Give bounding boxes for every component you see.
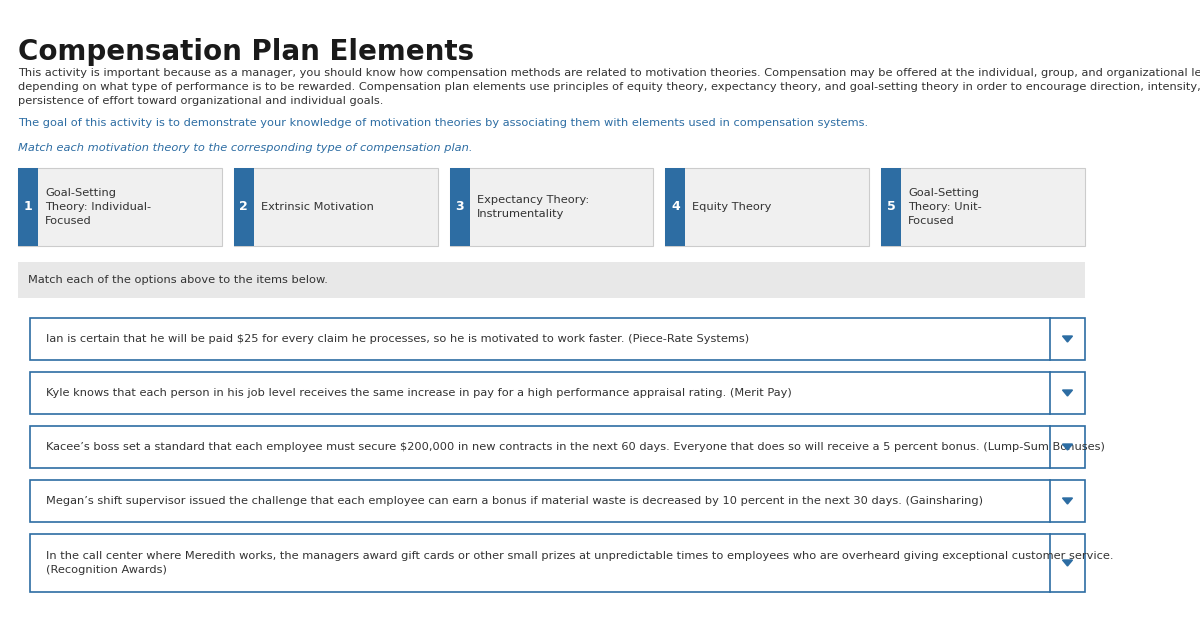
Text: Ian is certain that he will be paid $25 for every claim he processes, so he is m: Ian is certain that he will be paid $25 …: [46, 334, 749, 344]
Text: Kyle knows that each person in his job level receives the same increase in pay f: Kyle knows that each person in his job l…: [46, 388, 792, 398]
FancyBboxPatch shape: [18, 168, 38, 246]
Polygon shape: [1062, 560, 1073, 566]
Polygon shape: [1062, 336, 1073, 342]
FancyBboxPatch shape: [881, 168, 1085, 246]
Text: persistence of effort toward organizational and individual goals.: persistence of effort toward organizatio…: [18, 96, 383, 106]
Text: In the call center where Meredith works, the managers award gift cards or other : In the call center where Meredith works,…: [46, 551, 1114, 574]
Text: 2: 2: [240, 201, 248, 213]
Text: Kacee’s boss set a standard that each employee must secure $200,000 in new contr: Kacee’s boss set a standard that each em…: [46, 442, 1105, 452]
Text: Match each motivation theory to the corresponding type of compensation plan.: Match each motivation theory to the corr…: [18, 143, 473, 153]
Text: Equity Theory: Equity Theory: [692, 202, 772, 212]
Text: This activity is important because as a manager, you should know how compensatio: This activity is important because as a …: [18, 68, 1200, 78]
Text: Goal-Setting
Theory: Unit-
Focused: Goal-Setting Theory: Unit- Focused: [908, 189, 982, 226]
Text: Megan’s shift supervisor issued the challenge that each employee can earn a bonu: Megan’s shift supervisor issued the chal…: [46, 496, 983, 506]
FancyBboxPatch shape: [30, 426, 1085, 468]
Text: Goal-Setting
Theory: Individual-
Focused: Goal-Setting Theory: Individual- Focused: [46, 189, 151, 226]
Text: Extrinsic Motivation: Extrinsic Motivation: [260, 202, 373, 212]
Text: 4: 4: [671, 201, 679, 213]
FancyBboxPatch shape: [30, 534, 1085, 592]
Text: Compensation Plan Elements: Compensation Plan Elements: [18, 38, 474, 66]
FancyBboxPatch shape: [450, 168, 469, 246]
FancyBboxPatch shape: [18, 168, 222, 246]
Text: 3: 3: [455, 201, 464, 213]
Text: 5: 5: [887, 201, 895, 213]
Text: Expectancy Theory:
Instrumentality: Expectancy Theory: Instrumentality: [476, 195, 589, 219]
Text: Match each of the options above to the items below.: Match each of the options above to the i…: [28, 275, 328, 285]
FancyBboxPatch shape: [30, 318, 1085, 360]
FancyBboxPatch shape: [234, 168, 438, 246]
Polygon shape: [1062, 498, 1073, 504]
FancyBboxPatch shape: [18, 262, 1085, 298]
FancyBboxPatch shape: [666, 168, 869, 246]
FancyBboxPatch shape: [450, 168, 654, 246]
FancyBboxPatch shape: [30, 372, 1085, 414]
FancyBboxPatch shape: [234, 168, 254, 246]
Text: The goal of this activity is to demonstrate your knowledge of motivation theorie: The goal of this activity is to demonstr…: [18, 118, 868, 128]
Text: 1: 1: [24, 201, 32, 213]
Polygon shape: [1062, 444, 1073, 450]
FancyBboxPatch shape: [881, 168, 901, 246]
FancyBboxPatch shape: [30, 480, 1085, 522]
Polygon shape: [1062, 390, 1073, 396]
Text: depending on what type of performance is to be rewarded. Compensation plan eleme: depending on what type of performance is…: [18, 82, 1200, 92]
FancyBboxPatch shape: [666, 168, 685, 246]
